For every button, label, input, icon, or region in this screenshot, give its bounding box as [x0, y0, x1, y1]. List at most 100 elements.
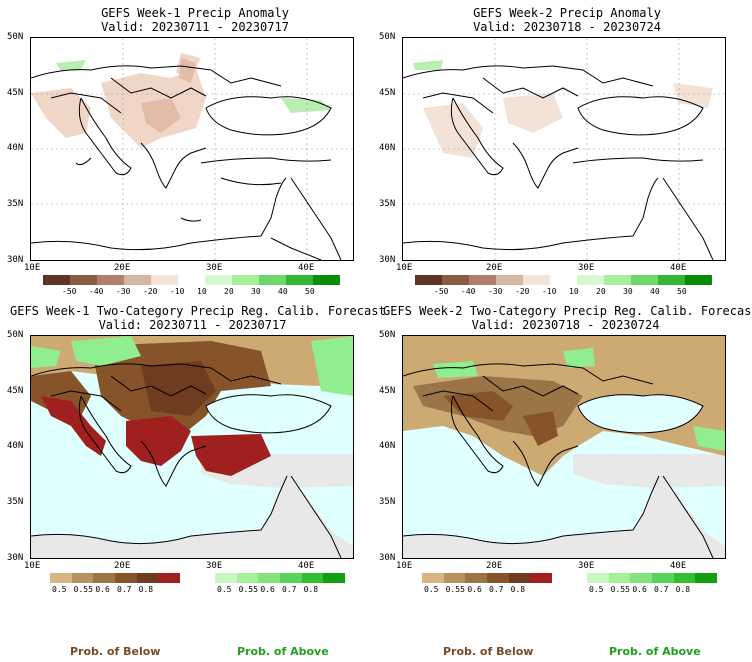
colorbar-swatch	[71, 573, 94, 583]
colorbar-swatch	[124, 275, 151, 285]
panel4-valid: Valid: 20230718 - 20230724	[471, 318, 660, 332]
panel1-lon-20: 20E	[114, 263, 131, 273]
colorbar-tick-label: -40	[461, 287, 476, 296]
panel2-lon-30: 30E	[578, 263, 595, 273]
colorbar-swatch	[587, 573, 609, 583]
panel1-lat-30: 30N	[7, 255, 24, 265]
colorbar-swatch	[136, 573, 159, 583]
above-colorbar-2	[587, 573, 717, 583]
above-colorbar-ticks-1: 0.5 0.55 0.6 0.7 0.8	[215, 585, 345, 597]
colorbar-swatch	[550, 275, 577, 285]
colorbar-tick-label: 0.55	[73, 585, 93, 594]
colorbar-tick-label: 0.8	[303, 585, 319, 594]
panel4-lat-40: 40N	[379, 441, 396, 451]
colorbar-swatch	[608, 573, 631, 583]
colorbar-swatch	[604, 275, 631, 285]
panel3-lon-30: 30E	[206, 561, 223, 571]
panel2-lon-40: 40E	[670, 263, 687, 273]
colorbar-tick-label: 50	[677, 287, 687, 296]
colorbar-swatch	[658, 275, 685, 285]
colorbar-swatch	[236, 573, 259, 583]
colorbar-swatch	[158, 573, 180, 583]
panel2-lon-20: 20E	[486, 263, 503, 273]
map-panel-week1-probability	[30, 335, 354, 559]
colorbar-tick-label: 20	[596, 287, 606, 296]
sea-black	[205, 394, 332, 434]
colorbar-swatch	[205, 275, 232, 285]
colorbar-tick-label: 10	[569, 287, 579, 296]
panel4-title: GEFS Week-2 Two-Category Precip Reg. Cal…	[383, 304, 752, 318]
above-colorbar-1	[215, 573, 345, 583]
panel1-lon-40: 40E	[298, 263, 315, 273]
colorbar-swatch	[631, 275, 658, 285]
panel1-lat-50: 50N	[7, 32, 24, 42]
legend-below-1: Prob. of Below	[70, 645, 161, 658]
colorbar-swatch	[70, 275, 97, 285]
panel4-lon-20: 20E	[486, 561, 503, 571]
colorbar-tick-label: 0.5	[52, 585, 67, 594]
colorbar-swatch	[215, 573, 237, 583]
panel3-lat-30: 30N	[7, 553, 24, 563]
panel3-valid: Valid: 20230711 - 20230717	[98, 318, 287, 332]
below-colorbar-ticks-1: 0.5 0.55 0.6 0.7 0.8	[50, 585, 180, 597]
panel1-lat-40: 40N	[7, 143, 24, 153]
grid-lines	[31, 38, 353, 260]
panel2-lat-45: 45N	[379, 88, 396, 98]
legend-above-1: Prob. of Above	[237, 645, 329, 658]
panel4-lat-45: 45N	[379, 386, 396, 396]
colorbar-tick-label: 10	[197, 287, 207, 296]
colorbar-swatch	[422, 573, 444, 583]
colorbar-tick-label: 0.5	[424, 585, 439, 594]
colorbar-swatch	[630, 573, 652, 583]
colorbar-tick-label: 0.55	[610, 585, 630, 594]
colorbar-tick-label: 0.7	[654, 585, 669, 594]
colorbar-swatch	[577, 275, 604, 285]
colorbar-swatch	[43, 275, 70, 285]
panel4-lat-30: 30N	[379, 553, 396, 563]
panel1-lat-45: 45N	[7, 88, 24, 98]
colorbar-swatch	[415, 275, 442, 285]
panel2-lat-30: 30N	[379, 255, 396, 265]
panel1-lat-35: 35N	[7, 199, 24, 209]
panel1-lon-30: 30E	[206, 263, 223, 273]
colorbar-tick-label: 0.8	[510, 585, 526, 594]
colorbar-swatch	[508, 573, 531, 583]
colorbar-tick-label: -40	[89, 287, 104, 296]
colorbar-tick-label: 0.8	[138, 585, 154, 594]
colorbar-swatch	[286, 275, 313, 285]
colorbar-swatch	[313, 275, 340, 285]
panel4-lon-40: 40E	[670, 561, 687, 571]
colorbar-tick-label: -50	[434, 287, 449, 296]
colorbar-tick-label: 0.55	[238, 585, 258, 594]
colorbar-tick-label: -20	[143, 287, 158, 296]
colorbar-swatch	[695, 573, 717, 583]
panel3-lon-10: 10E	[24, 561, 41, 571]
colorbar-tick-label: 0.7	[282, 585, 297, 594]
panel3-lon-20: 20E	[114, 561, 131, 571]
colorbar-tick-label: 0.5	[217, 585, 232, 594]
colorbar-swatch	[93, 573, 115, 583]
colorbar-tick-label: 0.55	[445, 585, 465, 594]
panel1-valid: Valid: 20230711 - 20230717	[101, 20, 289, 34]
colorbar-tick-label: -30	[488, 287, 503, 296]
colorbar-tick-label: 50	[305, 287, 315, 296]
panel3-title: GEFS Week-1 Two-Category Precip Reg. Cal…	[10, 304, 386, 318]
panel3-lon-40: 40E	[298, 561, 315, 571]
panel2-lat-35: 35N	[379, 199, 396, 209]
panel4-lat-35: 35N	[379, 497, 396, 507]
below-colorbar-1	[50, 573, 180, 583]
colorbar-swatch	[465, 573, 487, 583]
panel3-lat-45: 45N	[7, 386, 24, 396]
colorbar-swatch	[469, 275, 496, 285]
colorbar-tick-label: 20	[224, 287, 234, 296]
below-colorbar-2	[422, 573, 552, 583]
panel3-lat-50: 50N	[7, 330, 24, 340]
anomaly-colorbar-ticks-2: -50 -40 -30 -20 -10 10 20 30 40 50	[415, 287, 712, 299]
panel2-title: GEFS Week-2 Precip Anomaly	[473, 6, 661, 20]
colorbar-tick-label: -50	[62, 287, 77, 296]
colorbar-swatch	[279, 573, 302, 583]
prob-green	[31, 336, 353, 396]
colorbar-swatch	[232, 275, 259, 285]
above-colorbar-ticks-2: 0.5 0.55 0.6 0.7 0.8	[587, 585, 717, 597]
panel4-lon-30: 30E	[578, 561, 595, 571]
